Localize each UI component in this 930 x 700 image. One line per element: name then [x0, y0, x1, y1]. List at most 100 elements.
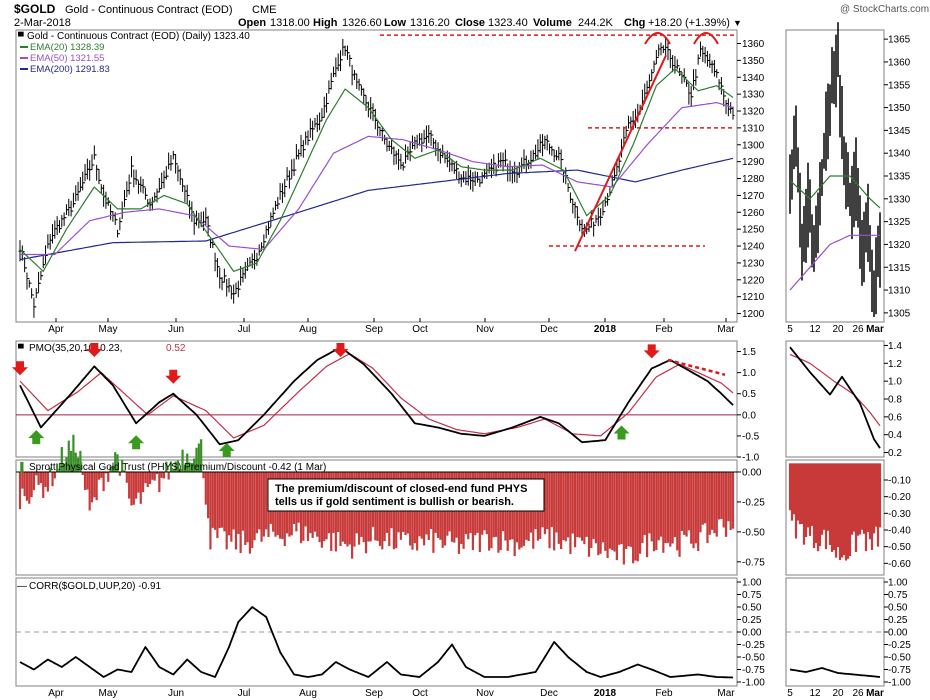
phys-bar — [351, 471, 354, 559]
corr-panel-ytick-label: -1.00 — [742, 678, 765, 689]
phys-bar — [39, 471, 43, 484]
close-value: 1323.40 — [488, 17, 528, 29]
weekly-phys-bar — [792, 463, 796, 515]
exchange-label: CME — [252, 4, 276, 16]
phys-bar — [46, 471, 49, 492]
weekly-price-panel-ytick-label: 1340 — [888, 149, 911, 160]
phys-bar — [197, 443, 200, 472]
phys-bar — [550, 471, 553, 528]
phys-panel-ytick-label: 0.00 — [742, 467, 762, 478]
weekly-phys-bar — [794, 463, 798, 539]
phys-bar — [49, 467, 52, 472]
weekly-pmo-panel-ytick-label: 0.2 — [888, 448, 902, 459]
weekly-pmo-panel-frame — [785, 340, 885, 458]
pmo-panel-ytick-label: 1.0 — [742, 368, 756, 379]
phys-bar — [109, 466, 112, 472]
phys-bar — [172, 469, 175, 472]
weekly-phys-bar — [862, 463, 866, 534]
phys-bar — [650, 471, 653, 542]
phys-bar — [153, 471, 156, 481]
pmo-panel-ytick-label: 0.5 — [742, 389, 756, 400]
corr-panel-ytick-label: 0.25 — [742, 615, 762, 626]
weekly-price-panel-ytick-label: 1365 — [888, 35, 911, 46]
weekly-corr-x-label: 26 — [852, 688, 864, 699]
open-value: 1318.00 — [270, 17, 310, 29]
corr-panel-ytick-label: 0.00 — [742, 628, 762, 639]
weekly-phys-bar — [866, 463, 870, 532]
pmo-panel-title: PMO(35,20,10) 0.23, — [29, 343, 122, 354]
weekly-ema50-line — [789, 234, 880, 291]
weekly-phys-bar — [846, 463, 850, 559]
corr-x-label: May — [99, 688, 118, 699]
corr-legend-icon: — — [17, 581, 27, 592]
phys-bar — [116, 454, 119, 472]
phys-bar — [169, 461, 173, 472]
weekly-corr-panel-ytick-label: 0.00 — [888, 628, 908, 639]
phys-bar — [599, 471, 602, 554]
phys-bar — [265, 471, 268, 530]
phys-bar — [622, 471, 625, 565]
weekly-phys-bar — [824, 463, 828, 550]
phys-bar — [202, 471, 205, 479]
pmo-legend-icon: ▀ — [18, 343, 24, 353]
callout-line-1: The premium/discount of closed-end fund … — [275, 483, 527, 495]
phys-bar — [543, 471, 546, 535]
phys-bar — [160, 471, 163, 478]
phys-bar — [569, 471, 572, 555]
weekly-phys-panel-ytick-label: -0.10 — [888, 476, 911, 487]
price-panel-ytick-label: 1240 — [742, 242, 765, 253]
chg-down-icon: ▼ — [733, 18, 742, 28]
weekly-phys-panel-ytick-label: -0.20 — [888, 492, 911, 503]
phys-bar — [699, 471, 702, 533]
phys-bar — [662, 471, 665, 553]
weekly-x-label: 20 — [832, 324, 844, 335]
weekly-price-panel-ytick-label: 1355 — [888, 80, 911, 91]
weekly-corr-panel-ytick-label: -0.50 — [888, 653, 911, 664]
corr-panel-ytick-label: -0.25 — [742, 640, 765, 651]
weekly-price-panel-ytick-label: 1360 — [888, 57, 911, 68]
phys-bar — [432, 471, 435, 553]
weekly-corr-panel-ytick-label: -1.00 — [888, 678, 911, 689]
weekly-price-panel-ytick-label: 1315 — [888, 263, 911, 274]
weekly-phys-bar — [868, 463, 872, 540]
phys-bar — [174, 461, 177, 472]
phys-bar — [625, 471, 628, 549]
weekly-phys-bar — [818, 463, 822, 547]
phys-bar — [93, 471, 96, 498]
phys-bar — [244, 471, 247, 545]
phys-bar — [53, 471, 56, 479]
double-top-left-arc — [644, 32, 671, 45]
phys-bar — [727, 471, 730, 522]
phys-bar — [139, 471, 142, 504]
phys-panel-title: Sprott Physical Gold Trust (PHYS) Premiu… — [29, 462, 326, 473]
phys-bar — [669, 471, 672, 547]
phys-bar — [573, 471, 577, 548]
sell-arrow-icon — [86, 343, 103, 357]
phys-bar — [162, 471, 166, 479]
corr-x-label: Apr — [48, 688, 64, 699]
phys-bar — [457, 471, 461, 554]
phys-bar — [567, 471, 570, 538]
corr-x-label: Feb — [655, 688, 673, 699]
phys-bar — [218, 471, 221, 529]
price-panel-ytick-label: 1220 — [742, 275, 765, 286]
weekly-phys-bar — [840, 463, 844, 558]
phys-bar — [708, 471, 711, 535]
weekly-phys-bar — [802, 463, 806, 545]
phys-bar — [706, 471, 709, 544]
phys-legend-icon: ▐ — [17, 461, 24, 473]
phys-bar — [90, 471, 94, 503]
price-panel-ytick-label: 1300 — [742, 140, 765, 151]
weekly-phys-bar — [814, 463, 818, 544]
phys-bar — [213, 471, 217, 530]
phys-bar — [118, 471, 121, 476]
phys-bar — [237, 471, 240, 535]
phys-bar — [234, 471, 238, 550]
price-panel-ytick-label: 1310 — [742, 123, 765, 134]
phys-bar — [30, 471, 33, 498]
phys-bar — [685, 471, 688, 537]
high-value: 1326.60 — [342, 17, 382, 29]
phys-bar — [207, 471, 210, 519]
phys-bar — [97, 471, 101, 480]
phys-bar — [216, 471, 219, 539]
